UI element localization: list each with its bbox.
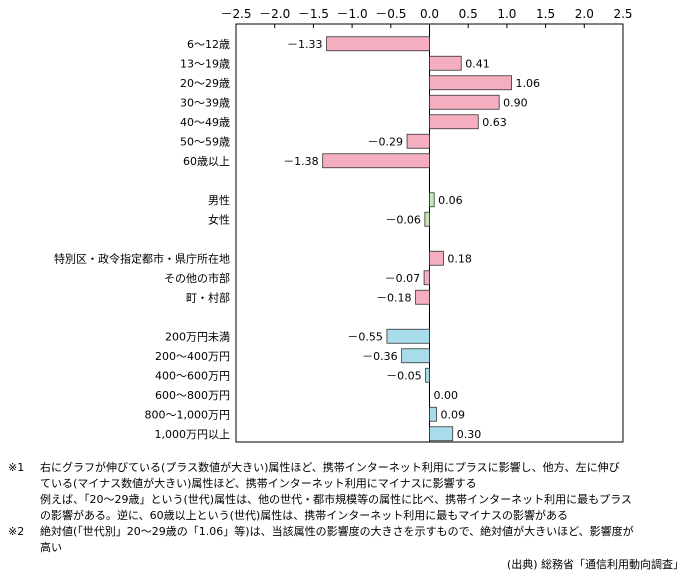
data-label: 0.18 [447,252,472,265]
data-label: －0.18 [376,291,412,304]
data-label: －0.07 [385,272,421,285]
note-line: 高い [40,541,62,554]
category-label: 1,000万円以上 [155,428,231,441]
data-label: 1.06 [516,77,541,90]
note-2-body: 絶対値(「世代別」20～29歳の「1.06」等)は、当該属性の影響度の大きさを示… [40,524,692,556]
x-tick-label: 1.5 [536,7,555,21]
bar [429,75,512,91]
category-label: 400～600万円 [155,369,230,382]
data-label: －0.06 [385,213,421,226]
x-tick-label: －1.5 [298,7,329,21]
note-1: ※1 右にグラフが伸びている(プラス数値が大きい)属性ほど、携帯インターネット利… [8,460,692,524]
note-line: 例えば、「20～29歳」という(世代)属性は、他の世代・都市規模等の属性に比べ、… [40,493,632,506]
bar [415,289,430,305]
category-label: その他の市部 [164,271,230,285]
x-tick-label: －0.5 [375,7,406,21]
note-line: の影響がある。逆に、60歳以上という(世代)属性は、携帯インターネット利用に最も… [40,509,569,522]
category-label: 50～59歳 [180,135,230,148]
x-tick-label: －2.0 [259,7,290,21]
category-label: 60歳以上 [183,155,230,168]
bar [429,406,437,422]
category-label: 13～19歳 [180,57,230,70]
bar [429,94,500,110]
bar [429,250,444,266]
bar [406,133,430,149]
note-1-mark: ※1 [8,461,25,474]
note-line: 右にグラフが伸びている(プラス数値が大きい)属性ほど、携帯インターネット利用にプ… [40,461,620,474]
category-label: 600～800万円 [155,389,230,402]
category-label: 特別区・政令指定都市・県庁所在地 [54,251,230,265]
bar [386,328,430,344]
category-label: 30～39歳 [180,96,230,109]
footnotes: ※1 右にグラフが伸びている(プラス数値が大きい)属性ほど、携帯インターネット利… [8,460,692,556]
data-label: －0.36 [362,350,398,363]
bar [429,55,462,71]
x-tick-label: 2.0 [575,7,594,21]
data-label: 0.90 [503,96,528,109]
data-label: 0.63 [482,116,507,129]
bar [429,192,435,208]
note-2: ※2 絶対値(「世代別」20～29歳の「1.06」等)は、当該属性の影響度の大き… [8,524,692,556]
data-label: －1.33 [287,38,323,51]
bar [401,348,430,364]
data-label: 0.06 [438,194,463,207]
source-credit: (出典) 総務省「通信利用動向調査」 [506,558,684,571]
note-2-mark: ※2 [8,525,25,538]
x-tick-label: －1.0 [337,7,368,21]
bar [326,36,430,52]
x-tick-label: －2.5 [220,7,251,21]
bar [424,211,430,227]
category-label: 200万円未満 [165,330,230,343]
category-label: 40～49歳 [180,116,230,129]
x-tick-label: 1.0 [497,7,516,21]
note-line: ている(マイナス数値が大きい)属性ほど、携帯インターネット利用にマイナスに影響す… [40,477,477,490]
category-label: 6～12歳 [187,38,230,51]
bar [429,114,479,130]
data-label: －0.29 [368,135,404,148]
bar [425,367,430,383]
category-label: 200～400万円 [155,350,230,363]
x-tick-label: 2.5 [613,7,632,21]
note-1-body: 右にグラフが伸びている(プラス数値が大きい)属性ほど、携帯インターネット利用にプ… [40,460,692,524]
bar [423,270,430,286]
x-tick-label: 0.0 [420,7,439,21]
data-label: 0.41 [465,57,490,70]
data-label: 0.30 [457,428,482,441]
category-label: 女性 [208,212,230,226]
category-label: 800～1,000万円 [145,408,231,421]
category-label: 男性 [208,193,230,207]
data-label: 0.00 [434,389,459,402]
category-label: 20～29歳 [180,77,230,90]
data-label: 0.09 [440,408,465,421]
data-label: －1.38 [283,155,319,168]
bar [429,426,454,442]
bar-chart: －2.5 －2.0 －1.5 －1.0 －0.5 0.0 0.5 1.0 1.5 2.0 2.5 6～… [54,7,633,443]
data-label: －0.55 [347,330,383,343]
data-label: －0.05 [386,369,422,382]
bar [322,153,430,169]
category-label: 町・村部 [186,290,230,304]
note-line: 絶対値(「世代別」20～29歳の「1.06」等)は、当該属性の影響度の大きさを示… [40,525,634,538]
x-tick-label: 0.5 [459,7,478,21]
